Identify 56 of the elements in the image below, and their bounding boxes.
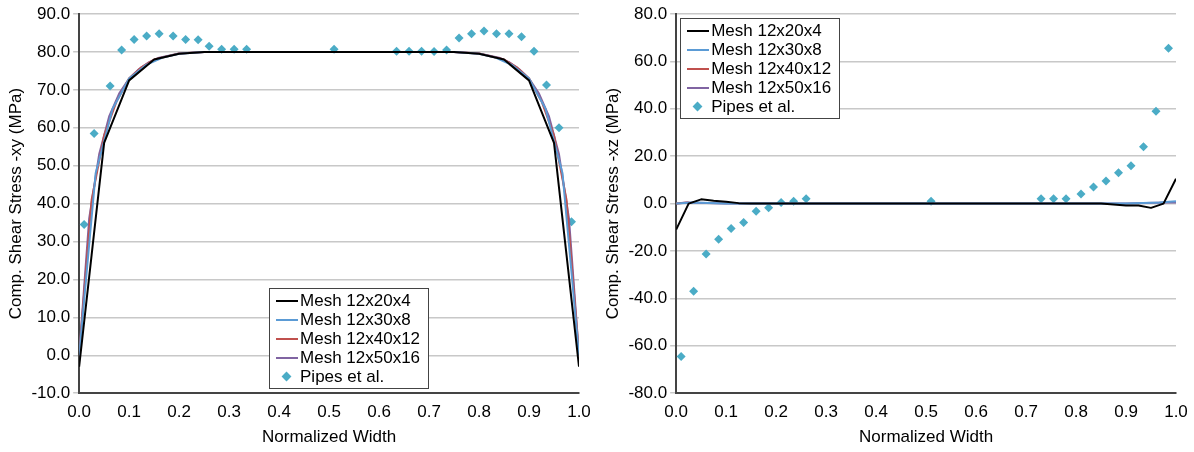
x-tick-label: 0.5 — [914, 402, 938, 422]
y-tick-label: -40.0 — [628, 288, 668, 308]
legend-label: Mesh 12x40x12 — [300, 329, 421, 349]
x-tick-label: 0.6 — [964, 402, 988, 422]
x-tick-label: 0.1 — [117, 402, 141, 422]
x-tick-label: 0.0 — [664, 402, 688, 422]
legend-label: Mesh 12x50x16 — [300, 348, 421, 368]
x-tick-label: 0.4 — [267, 402, 291, 422]
legend-label: Pipes et al. — [711, 97, 796, 116]
y-tick-label: -80.0 — [628, 382, 668, 402]
legend-label: Mesh 12x50x16 — [711, 78, 832, 97]
x-tick-label: 0.1 — [714, 402, 738, 422]
y-tick-label: 70.0 — [37, 79, 71, 99]
y-tick-label: -10.0 — [31, 382, 71, 402]
y-tick-label: 0.0 — [46, 344, 71, 364]
y-tick-label: -60.0 — [628, 335, 668, 355]
legend-label: Mesh 12x20x4 — [711, 21, 822, 40]
x-tick-label: 0.3 — [814, 402, 838, 422]
y-axis-title: Comp. Shear Stress -xz (MPa) — [602, 87, 622, 320]
x-tick-label: 1.0 — [1164, 402, 1188, 422]
y-tick-label: 60.0 — [634, 51, 668, 71]
x-tick-label: 0.9 — [517, 402, 541, 422]
y-tick-label: 10.0 — [37, 307, 71, 327]
y-tick-label: 20.0 — [37, 269, 71, 289]
y-tick-label: 80.0 — [37, 41, 71, 61]
legend-label: Mesh 12x30x8 — [711, 40, 822, 59]
x-tick-label: 0.0 — [67, 402, 91, 422]
x-tick-label: 0.5 — [317, 402, 341, 422]
y-axis-title: Comp. Shear Stress -xy (MPa) — [5, 87, 25, 320]
y-tick-label: 40.0 — [37, 193, 71, 213]
x-tick-label: 0.2 — [167, 402, 191, 422]
x-tick-label: 0.2 — [764, 402, 788, 422]
legend-label: Mesh 12x40x12 — [711, 59, 832, 78]
x-tick-label: 0.9 — [1114, 402, 1138, 422]
legend-label: Pipes et al. — [300, 367, 385, 387]
y-tick-label: 60.0 — [37, 117, 71, 137]
x-tick-label: 0.8 — [1064, 402, 1088, 422]
x-tick-label: 0.4 — [864, 402, 888, 422]
legend-label: Mesh 12x30x8 — [300, 310, 411, 330]
y-tick-label: 20.0 — [634, 145, 668, 165]
x-tick-label: 0.7 — [417, 402, 441, 422]
y-tick-label: 90.0 — [37, 3, 71, 23]
x-tick-label: 0.8 — [467, 402, 491, 422]
legend-label: Mesh 12x20x4 — [300, 291, 411, 311]
x-axis-title: Normalized Width — [859, 427, 994, 447]
y-tick-label: 80.0 — [634, 3, 668, 23]
y-tick-label: 0.0 — [643, 193, 668, 213]
y-tick-label: -20.0 — [628, 240, 668, 260]
y-tick-label: 40.0 — [634, 98, 668, 118]
x-tick-label: 0.3 — [217, 402, 241, 422]
x-tick-label: 1.0 — [567, 402, 591, 422]
x-tick-label: 0.6 — [367, 402, 391, 422]
x-axis-title: Normalized Width — [262, 427, 397, 447]
y-tick-label: 30.0 — [37, 231, 71, 251]
x-tick-label: 0.7 — [1014, 402, 1038, 422]
y-tick-label: 50.0 — [37, 155, 71, 175]
